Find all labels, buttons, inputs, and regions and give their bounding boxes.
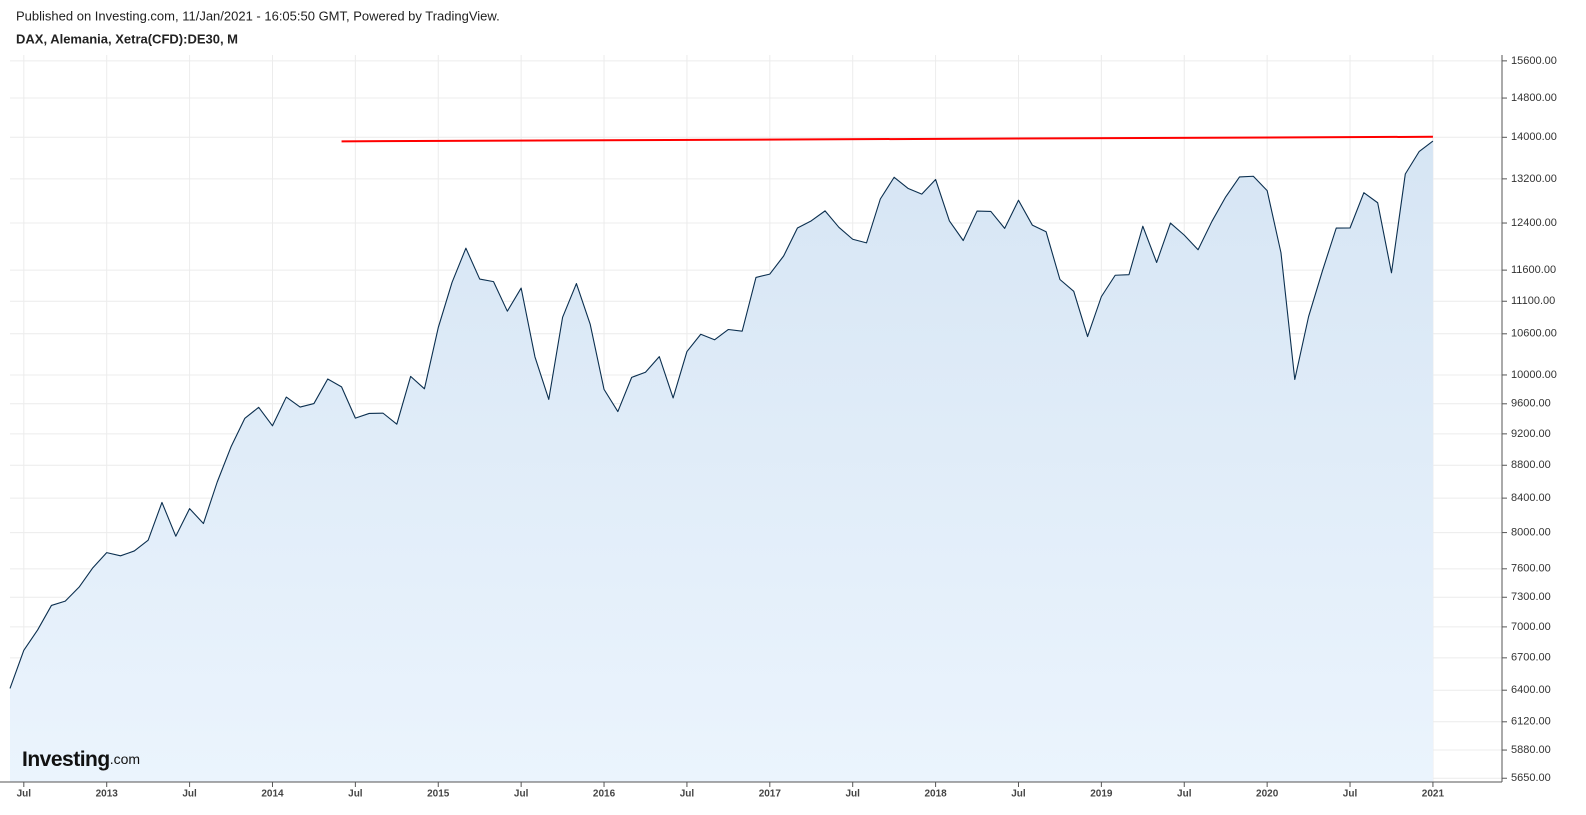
- y-tick-label: 14000.00: [1511, 131, 1557, 143]
- y-tick-label: 9200.00: [1511, 428, 1551, 440]
- x-tick-label: Jul: [680, 789, 695, 800]
- y-tick-label: 6120.00: [1511, 716, 1551, 728]
- y-tick-label: 8400.00: [1511, 492, 1551, 504]
- plot: [9, 135, 1434, 783]
- y-tick-label: 6400.00: [1511, 684, 1551, 696]
- logo-main: Investing: [22, 748, 110, 771]
- logo-suffix: .com: [110, 751, 140, 767]
- x-tick-label: 2019: [1090, 789, 1113, 800]
- y-tick-label: 7300.00: [1511, 591, 1551, 603]
- x-tick-label: 2014: [261, 789, 284, 800]
- trend-line: [341, 135, 1433, 143]
- x-tick-label: Jul: [348, 789, 363, 800]
- price-line: [9, 140, 1434, 689]
- x-tick-label: 2013: [96, 789, 119, 800]
- y-tick-label: 11600.00: [1511, 264, 1556, 276]
- x-tick-label: 2015: [427, 789, 450, 800]
- x-tick-label: 2020: [1256, 789, 1279, 800]
- chart-title: DAX, Alemania, Xetra(CFD):DE30, M: [16, 31, 238, 46]
- x-tick-label: Jul: [845, 789, 860, 800]
- y-tick-label: 12400.00: [1511, 217, 1557, 229]
- y-tick-label: 6700.00: [1511, 652, 1551, 664]
- axes: 15600.00 14800.00 14000.00 13200.00 12400.00…: [0, 55, 1557, 800]
- x-tick-label: Jul: [182, 789, 197, 800]
- y-tick-label: 5880.00: [1511, 744, 1551, 756]
- y-tick-label: 7600.00: [1511, 563, 1551, 575]
- y-tick-label: 10000.00: [1511, 369, 1557, 381]
- x-tick-label: Jul: [1011, 789, 1026, 800]
- y-tick-label: 14800.00: [1511, 92, 1557, 104]
- x-tick-label: 2021: [1422, 789, 1445, 800]
- y-tick-label: 5650.00: [1511, 772, 1551, 784]
- y-tick-label: 11100.00: [1511, 295, 1555, 307]
- y-tick-label: 9600.00: [1511, 398, 1551, 410]
- logo: Investing.com: [22, 748, 140, 771]
- y-tick-label: 8000.00: [1511, 526, 1551, 538]
- y-tick-label: 13200.00: [1511, 173, 1557, 185]
- y-tick-label: 10600.00: [1511, 328, 1557, 340]
- x-tick-label: Jul: [1177, 789, 1192, 800]
- x-tick-label: Jul: [514, 789, 529, 800]
- header: Published on Investing.com, 11/Jan/2021 …: [16, 8, 500, 23]
- x-tick-label: 2016: [593, 789, 616, 800]
- y-tick-label: 7000.00: [1511, 621, 1551, 633]
- y-tick-label: 15600.00: [1511, 55, 1557, 67]
- area-fill: [10, 141, 1433, 783]
- y-tick-label: 8800.00: [1511, 459, 1551, 471]
- x-tick-label: 2018: [924, 789, 947, 800]
- x-tick-label: Jul: [1343, 789, 1358, 800]
- x-tick-label: 2017: [759, 789, 782, 800]
- x-tick-label: Jul: [17, 789, 32, 800]
